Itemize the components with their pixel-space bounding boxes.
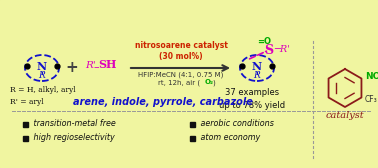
Text: ): ) <box>212 79 215 86</box>
Text: N: N <box>252 61 262 73</box>
Text: arene, indole, pyrrole, carbazole: arene, indole, pyrrole, carbazole <box>73 97 253 107</box>
Text: R: R <box>39 72 45 80</box>
Text: R: R <box>254 72 260 80</box>
Text: ─R': ─R' <box>274 45 290 53</box>
Text: R = H, alkyl, aryl
R' = aryl: R = H, alkyl, aryl R' = aryl <box>10 86 76 106</box>
Text: nitrosoarene catalyst: nitrosoarene catalyst <box>135 41 228 50</box>
Bar <box>23 121 28 127</box>
Text: N: N <box>37 61 47 73</box>
Text: HFIP:MeCN (4:1, 0.75 M): HFIP:MeCN (4:1, 0.75 M) <box>138 72 224 78</box>
Bar <box>23 136 28 140</box>
Text: NO: NO <box>365 72 378 81</box>
Text: 37 examples
up to 78% yield: 37 examples up to 78% yield <box>219 88 285 110</box>
Bar <box>190 121 195 127</box>
Text: aerobic conditions: aerobic conditions <box>198 119 274 129</box>
Text: R': R' <box>85 60 96 70</box>
Text: (30 mol%): (30 mol%) <box>159 52 203 61</box>
Text: catalyst: catalyst <box>326 112 364 120</box>
Text: O₂: O₂ <box>205 79 214 85</box>
Text: rt, 12h, air (: rt, 12h, air ( <box>158 79 200 86</box>
Text: CF₃: CF₃ <box>365 95 378 104</box>
Text: transition-metal free: transition-metal free <box>31 119 116 129</box>
Text: high regioselectivity: high regioselectivity <box>31 134 115 142</box>
Bar <box>190 136 195 140</box>
Text: atom economy: atom economy <box>198 134 260 142</box>
Text: SH: SH <box>98 59 116 71</box>
Text: =O: =O <box>257 36 271 46</box>
Text: S: S <box>265 44 274 56</box>
Text: +: + <box>66 60 78 75</box>
Text: –: – <box>93 62 99 72</box>
